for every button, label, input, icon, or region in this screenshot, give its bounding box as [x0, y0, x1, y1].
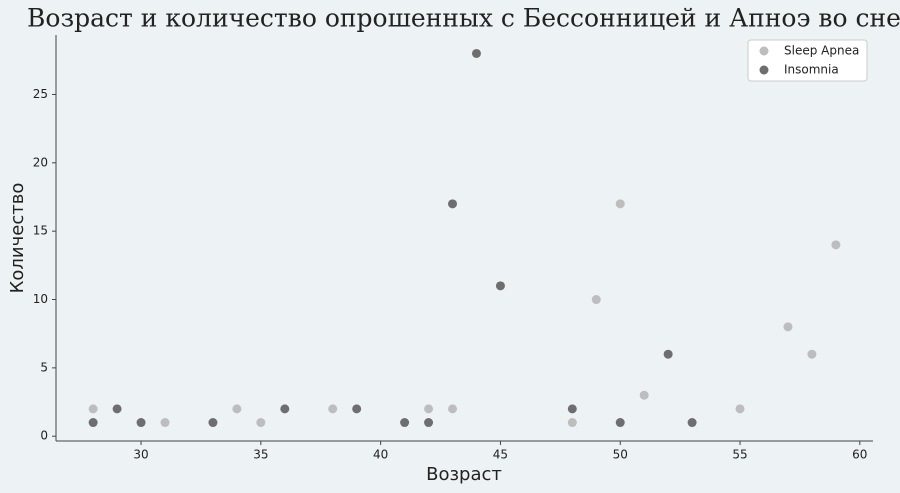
point	[567, 404, 577, 414]
legend-marker	[759, 65, 769, 75]
point	[160, 418, 170, 428]
y-tick-label: 0	[40, 429, 48, 443]
point	[471, 48, 481, 58]
point	[136, 418, 146, 428]
y-tick-label: 25	[33, 87, 48, 101]
x-tick-label: 35	[253, 448, 268, 462]
point	[807, 349, 817, 359]
point	[615, 418, 625, 428]
x-tick-label: 30	[133, 448, 148, 462]
point	[448, 404, 458, 414]
y-tick-label: 5	[40, 360, 48, 374]
y-tick-label: 10	[33, 292, 48, 306]
point	[280, 404, 290, 414]
point	[735, 404, 745, 414]
point	[352, 404, 362, 414]
x-tick-label: 45	[493, 448, 508, 462]
point	[400, 418, 410, 428]
x-tick-label: 40	[373, 448, 388, 462]
point	[112, 404, 122, 414]
legend-label: Sleep Apnea	[784, 44, 859, 58]
point	[495, 281, 505, 291]
point	[567, 418, 577, 428]
point	[88, 404, 98, 414]
point	[232, 404, 242, 414]
point	[448, 199, 458, 209]
point	[639, 390, 649, 400]
legend-box	[747, 39, 868, 82]
x-axis-label: Возраст	[426, 464, 502, 485]
point	[687, 418, 697, 428]
point	[328, 404, 338, 414]
point	[424, 404, 434, 414]
y-tick-label: 15	[33, 224, 48, 238]
point	[783, 322, 793, 332]
legend-marker	[759, 46, 769, 56]
x-tick-label: 55	[732, 448, 747, 462]
chart-title: Возраст и количество опрошенных с Бессон…	[27, 4, 900, 33]
point	[424, 418, 434, 428]
legend-label: Insomnia	[784, 63, 839, 77]
point	[831, 240, 841, 250]
y-axis-label: Количество	[7, 183, 28, 294]
point	[591, 295, 601, 305]
x-tick-label: 60	[852, 448, 867, 462]
x-tick-label: 50	[613, 448, 628, 462]
point	[256, 418, 266, 428]
point	[663, 349, 673, 359]
point	[208, 418, 218, 428]
point	[88, 418, 98, 428]
y-tick-label: 20	[33, 155, 48, 169]
point	[615, 199, 625, 209]
